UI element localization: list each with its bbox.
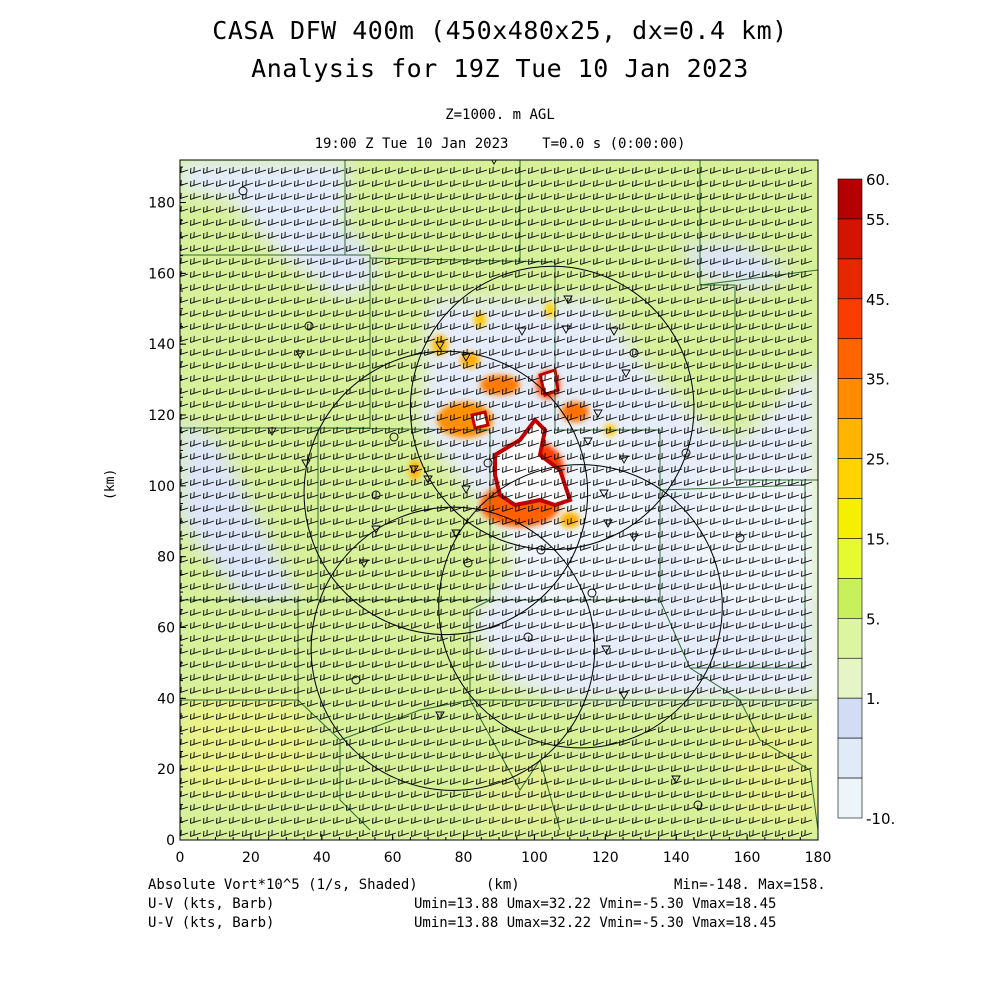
x-tick-label: 0 bbox=[176, 850, 185, 866]
y-tick-label: 0 bbox=[166, 833, 175, 849]
field-label: Absolute Vort*10^5 (1/s, Shaded) bbox=[148, 877, 418, 893]
station-markers bbox=[238, 160, 745, 810]
colorbar-swatch bbox=[837, 218, 863, 260]
x-tick-label: 180 bbox=[805, 850, 832, 866]
colorbar-swatch bbox=[837, 697, 863, 739]
colorbar-swatch bbox=[837, 258, 863, 300]
colorbar-swatch bbox=[837, 498, 863, 539]
chart-title-line2: Analysis for 19Z Tue 10 Jan 2023 bbox=[251, 54, 749, 83]
x-axis-unit: (km) bbox=[486, 877, 520, 893]
colorbar-label: 60. bbox=[866, 171, 890, 189]
wind-stats-1: Umin=13.88 Umax=32.22 Vmin=-5.30 Vmax=18… bbox=[414, 896, 777, 912]
x-tick-label: 160 bbox=[734, 850, 761, 866]
radar-range-ring bbox=[303, 350, 589, 636]
wind-barb-label-2: U-V (kts, Barb) bbox=[148, 915, 275, 931]
x-tick-label: 140 bbox=[663, 850, 690, 866]
wind-barb-label-1: U-V (kts, Barb) bbox=[148, 896, 275, 912]
colorbar-label: 45. bbox=[866, 291, 890, 309]
colorbar-swatch bbox=[837, 618, 863, 659]
colorbar-swatch bbox=[837, 418, 863, 459]
colorbar-label: 25. bbox=[866, 451, 890, 469]
y-tick-label: 140 bbox=[148, 337, 175, 353]
x-tick-label: 80 bbox=[455, 850, 473, 866]
wind-stats-2: Umin=13.88 Umax=32.22 Vmin=-5.30 Vmax=18… bbox=[414, 915, 777, 931]
colorbar-swatch bbox=[837, 538, 863, 579]
colorbar-swatch bbox=[837, 737, 863, 779]
colorbar-swatch bbox=[837, 777, 863, 819]
y-tick-label: 160 bbox=[148, 266, 175, 282]
y-tick-label: 60 bbox=[157, 621, 175, 637]
colorbar-swatch bbox=[837, 578, 863, 619]
colorbar-swatch bbox=[837, 178, 863, 220]
y-tick-label: 40 bbox=[157, 691, 175, 707]
colorbar-label: 5. bbox=[866, 610, 880, 628]
colorbar: 60. 55. 45. 35. 25. 15. 5. 1. -10. bbox=[837, 171, 895, 828]
time-label: 19:00 Z Tue 10 Jan 2023 T=0.0 s (0:00:00… bbox=[314, 136, 686, 152]
y-tick-label: 20 bbox=[157, 762, 175, 778]
x-tick-label: 60 bbox=[384, 850, 402, 866]
axes: 0 20 40 60 80 100 120 140 160 180 0 20 40 60 80 100 120 1… bbox=[148, 166, 832, 866]
x-tick-label: 100 bbox=[521, 850, 548, 866]
wind-barb-field bbox=[180, 166, 813, 837]
x-tick-label: 20 bbox=[242, 850, 260, 866]
plot-area bbox=[180, 160, 818, 840]
vorticity-core bbox=[470, 368, 573, 508]
wind-barbs bbox=[180, 166, 813, 837]
colorbar-label: 55. bbox=[866, 211, 890, 229]
radar-range-ring bbox=[409, 265, 695, 551]
x-tick-label: 40 bbox=[313, 850, 331, 866]
min-max-label: Min=-148. Max=158. bbox=[674, 877, 826, 893]
radar-range-ring bbox=[438, 464, 723, 749]
y-tick-label: 180 bbox=[148, 196, 175, 212]
colorbar-label: 1. bbox=[866, 690, 880, 708]
x-tick-label: 120 bbox=[592, 850, 619, 866]
colorbar-swatch bbox=[837, 298, 863, 340]
chart-title-line1: CASA DFW 400m (450x480x25, dx=0.4 km) bbox=[212, 16, 788, 45]
colorbar-swatch bbox=[837, 378, 863, 419]
colorbar-label: -10. bbox=[866, 810, 895, 828]
colorbar-label: 35. bbox=[866, 371, 890, 389]
colorbar-swatch bbox=[837, 657, 863, 699]
radar-rings bbox=[303, 265, 723, 791]
level-label: Z=1000. m AGL bbox=[445, 107, 555, 123]
colorbar-swatch bbox=[837, 458, 863, 499]
colorbar-label: 15. bbox=[866, 530, 890, 548]
y-tick-label: 120 bbox=[148, 408, 175, 424]
y-tick-label: 100 bbox=[148, 479, 175, 495]
colorbar-swatch bbox=[837, 338, 863, 379]
y-tick-label: 80 bbox=[157, 550, 175, 566]
